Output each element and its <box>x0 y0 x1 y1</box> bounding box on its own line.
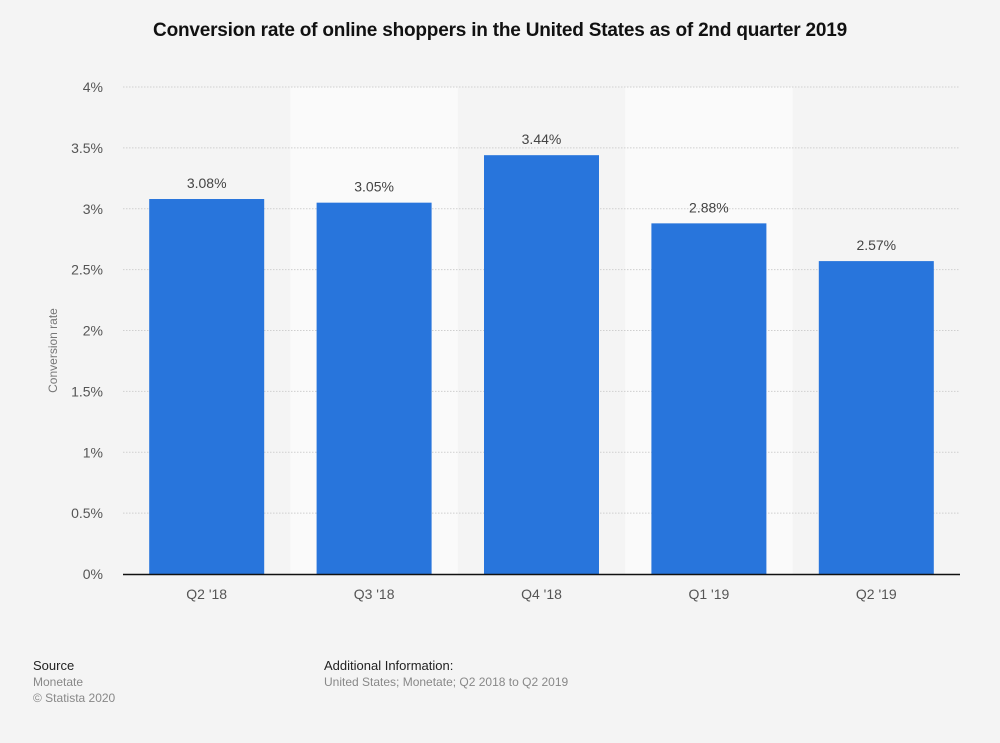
y-axis-ticks: 0% 0.5% 1% 1.5% 2% 2.5% 3% 3.5% 4% <box>71 79 103 582</box>
x-tick-label: Q4 '18 <box>521 586 562 602</box>
copyright: © Statista 2020 <box>33 691 116 705</box>
y-tick-label: 0.5% <box>71 505 103 521</box>
additional-info-block: Additional Information: United States; M… <box>324 658 568 690</box>
value-label: 3.05% <box>354 179 394 195</box>
value-label: 2.88% <box>689 199 729 215</box>
additional-info-heading: Additional Information: <box>324 658 454 673</box>
y-tick-label: 2.5% <box>71 262 103 278</box>
x-tick-label: Q2 '19 <box>856 586 897 602</box>
value-label: 3.08% <box>187 175 227 191</box>
bar[interactable] <box>818 261 934 574</box>
y-tick-label: 2% <box>83 323 103 339</box>
bar[interactable] <box>149 199 265 574</box>
value-label: 3.44% <box>522 131 562 147</box>
chart-title: Conversion rate of online shoppers in th… <box>153 20 847 41</box>
value-labels: 3.08% 3.05% 3.44% 2.88% 2.57% <box>187 131 896 253</box>
y-tick-label: 1% <box>83 444 103 460</box>
bar[interactable] <box>316 202 432 574</box>
y-tick-label: 0% <box>83 566 103 582</box>
x-axis-ticks: Q2 '18 Q3 '18 Q4 '18 Q1 '19 Q2 '19 <box>186 586 897 602</box>
additional-info-text: United States; Monetate; Q2 2018 to Q2 2… <box>324 675 569 689</box>
y-tick-label: 1.5% <box>71 383 103 399</box>
x-tick-label: Q1 '19 <box>688 586 729 602</box>
y-tick-label: 4% <box>83 79 103 95</box>
source-block: Source Monetate © Statista 2020 <box>33 658 115 706</box>
y-tick-label: 3% <box>83 201 103 217</box>
y-tick-label: 3.5% <box>71 140 103 156</box>
value-label: 2.57% <box>856 237 896 253</box>
bar[interactable] <box>484 155 599 574</box>
y-axis-title: Conversion rate <box>46 308 60 393</box>
bars <box>149 155 934 575</box>
source-heading: Source <box>33 658 75 673</box>
source-name[interactable]: Monetate <box>33 675 84 689</box>
bar[interactable] <box>651 223 767 575</box>
x-tick-label: Q2 '18 <box>186 586 227 602</box>
x-tick-label: Q3 '18 <box>354 586 395 602</box>
